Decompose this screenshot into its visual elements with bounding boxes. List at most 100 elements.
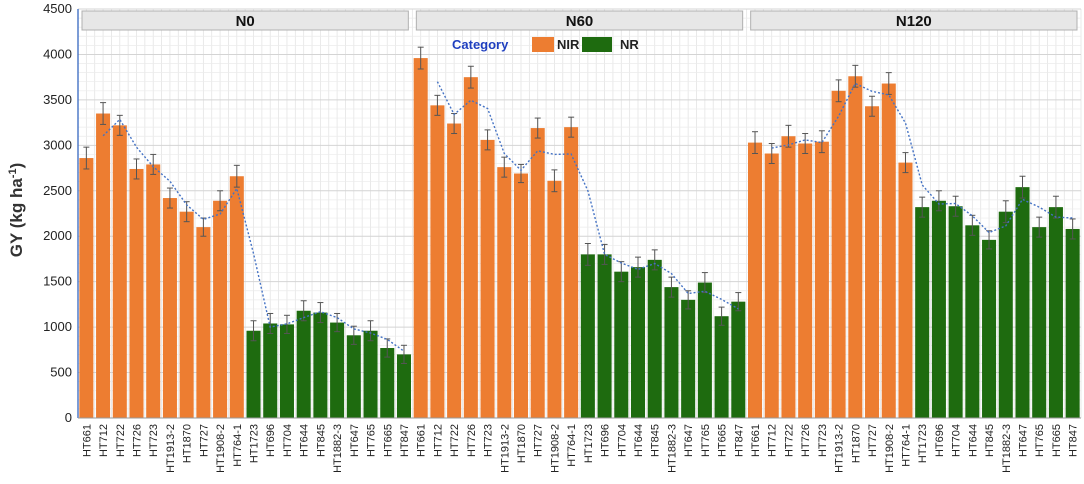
x-tick-label: HT644: [633, 424, 645, 457]
bar-n120-ht727: [865, 106, 880, 419]
x-tick-label: HT723: [817, 424, 829, 457]
x-tick-label: HT727: [867, 424, 879, 457]
bar-n120-ht723: [814, 141, 829, 418]
bar-n60-ht726: [463, 77, 478, 419]
bar-n60-ht764-1: [564, 127, 579, 419]
x-tick-label: HT727: [198, 424, 210, 457]
bar-n0-ht665: [380, 348, 395, 418]
x-tick-label: HT765: [1034, 424, 1046, 457]
bar-n60-ht704: [614, 271, 629, 418]
bar-n120-ht1723: [915, 207, 930, 418]
x-tick-label: HT847: [733, 424, 745, 457]
bar-n120-ht665: [1048, 207, 1063, 418]
x-tick-label: HT1908-2: [215, 424, 227, 473]
x-tick-label: HT665: [382, 424, 394, 457]
bar-n60-ht1723: [580, 254, 595, 418]
legend: Category NIR NR: [452, 37, 639, 52]
legend-swatch-nir: [532, 37, 554, 52]
bar-n0-ht726: [129, 168, 144, 418]
bar-n0-ht1870: [179, 211, 194, 418]
x-tick-label: HT845: [315, 424, 327, 457]
bar-n0-ht765: [363, 330, 378, 418]
panel-label: N0: [236, 13, 255, 30]
x-tick-label: HT1870: [182, 424, 194, 463]
grid-layer: [77, 8, 1082, 419]
bar-n0-ht723: [146, 164, 161, 418]
x-tick-label: HT696: [600, 424, 612, 457]
x-tick-label: HT647: [683, 424, 695, 457]
bar-n60-ht647: [681, 299, 696, 418]
trend-line-n60: [436, 81, 739, 310]
bar-n120-ht722: [781, 136, 796, 418]
x-tick-label: HT696: [934, 424, 946, 457]
x-tick-label: HT661: [81, 424, 93, 457]
bar-n0-ht1908-2: [213, 200, 228, 418]
x-tick-label: HT704: [616, 424, 628, 457]
bar-n0-ht1723: [246, 330, 261, 418]
legend-title: Category: [452, 37, 509, 52]
bar-n120-ht764-1: [898, 162, 913, 418]
x-tick-label: HT847: [399, 424, 411, 457]
bar-n120-ht847: [1065, 228, 1080, 418]
x-tick-label: HT1913-2: [499, 424, 511, 473]
bar-n0-ht727: [196, 227, 211, 418]
x-tick-label: HT1723: [917, 424, 929, 463]
bar-n0-ht1913-2: [162, 198, 177, 418]
trend-line-n0: [102, 118, 405, 352]
y-tick-label: 500: [50, 365, 72, 380]
bar-n60-ht847: [731, 301, 746, 418]
x-tick-label: HT1913-2: [165, 424, 177, 473]
bar-n60-ht722: [447, 123, 462, 419]
bar-n120-ht845: [982, 239, 997, 418]
bar-n60-ht696: [597, 254, 612, 418]
x-tick-label: HT726: [466, 424, 478, 457]
x-tick-label: HT723: [483, 424, 495, 457]
x-tick-label: HT847: [1068, 424, 1080, 457]
legend-swatch-nr: [582, 37, 612, 52]
bar-n0-ht845: [313, 312, 328, 418]
x-tick-label: HT764-1: [566, 424, 578, 467]
bar-n0-ht847: [396, 354, 411, 418]
bar-n120-ht712: [764, 153, 779, 418]
x-tick-label: HT726: [800, 424, 812, 457]
bar-n60-ht1882-3: [664, 287, 679, 418]
y-axis-title-main: GY (kg ha: [7, 178, 26, 258]
x-tick-label: HT765: [366, 424, 378, 457]
y-tick-label: 3500: [43, 92, 72, 107]
panel-label: N120: [896, 13, 932, 30]
bar-n120-ht726: [798, 143, 813, 418]
error-bars-layer: [83, 46, 1076, 364]
x-tick-label: HT665: [717, 424, 729, 457]
bar-n60-ht723: [480, 139, 495, 418]
x-tick-label: HT647: [349, 424, 361, 457]
bar-n120-ht1882-3: [998, 211, 1013, 418]
x-tick-label: HT845: [984, 424, 996, 457]
panel-header-n0: [81, 10, 409, 31]
x-tick-label: HT712: [767, 424, 779, 457]
bar-n0-ht764-1: [229, 176, 244, 418]
y-tick-label: 2500: [43, 183, 72, 198]
x-tick-label: HT712: [432, 424, 444, 457]
x-tick-label: HT696: [265, 424, 277, 457]
y-axis-title-superscript: -1: [7, 168, 19, 178]
x-tick-label: HT1908-2: [884, 424, 896, 473]
y-tick-label: 4500: [43, 1, 72, 16]
x-tick-label: HT727: [533, 424, 545, 457]
bar-n60-ht1870: [513, 173, 529, 418]
y-tick-label: 1500: [43, 274, 72, 289]
panel-header-n60: [415, 10, 744, 31]
bar-n60-ht1913-2: [497, 167, 512, 418]
bar-n60-ht661: [413, 58, 428, 419]
bar-n120-ht647: [1015, 187, 1030, 418]
legend-label-nir: NIR: [557, 37, 580, 52]
x-tick-label: HT722: [783, 424, 795, 457]
trend-lines-layer: [102, 81, 1073, 352]
x-tick-label: HT764-1: [232, 424, 244, 467]
legend-label-nr: NR: [620, 37, 639, 52]
x-tick-label: HT644: [967, 424, 979, 457]
bar-n120-ht765: [1032, 227, 1047, 418]
bar-n120-ht696: [931, 200, 946, 418]
bar-n0-ht696: [263, 323, 278, 418]
bar-n0-ht644: [296, 310, 311, 418]
y-axis-title: GY (kg ha-1): [7, 163, 26, 258]
